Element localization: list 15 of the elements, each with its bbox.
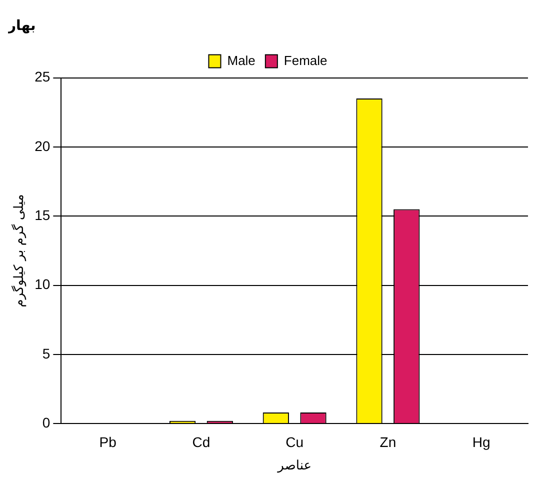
- x-axis-title: عناصر: [276, 458, 312, 474]
- x-tick-label: Hg: [472, 434, 490, 450]
- y-tick-label: 15: [34, 206, 50, 223]
- y-tick-label: 20: [34, 138, 50, 154]
- y-tick-label: 10: [34, 276, 50, 292]
- x-tick-label: Zn: [380, 434, 396, 450]
- x-tick-label: Cu: [286, 434, 304, 450]
- legend-label: Male: [227, 52, 256, 68]
- legend-label: Female: [284, 52, 328, 68]
- x-tick-label: Cd: [192, 434, 210, 450]
- y-axis-title: میلی گرم بر کیلوگرم: [11, 194, 28, 308]
- y-tick-label: 25: [34, 68, 50, 85]
- y-tick-label: 5: [42, 345, 50, 362]
- x-tick-label: Pb: [99, 434, 117, 450]
- y-tick-label: 0: [42, 414, 50, 430]
